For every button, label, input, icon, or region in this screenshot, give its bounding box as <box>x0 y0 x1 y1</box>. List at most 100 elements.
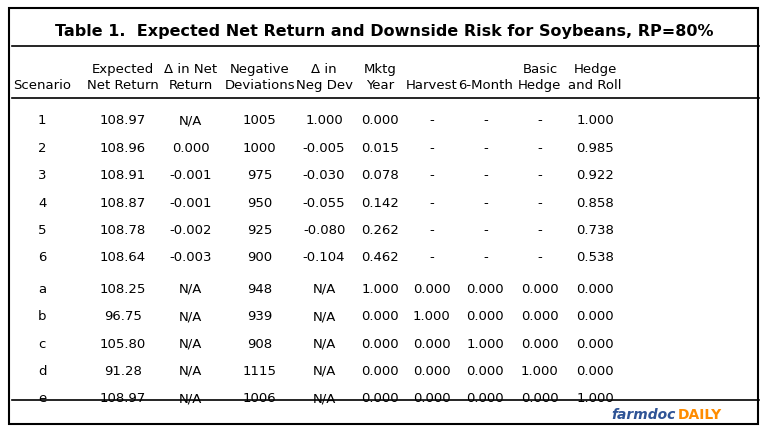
Text: -: - <box>429 251 434 264</box>
Text: 0.000: 0.000 <box>413 282 450 295</box>
Text: 108.78: 108.78 <box>100 224 146 237</box>
Text: -0.005: -0.005 <box>303 141 346 155</box>
Text: Mktg: Mktg <box>364 63 396 76</box>
Text: N/A: N/A <box>179 391 202 404</box>
Text: 108.91: 108.91 <box>100 169 146 182</box>
Text: -0.001: -0.001 <box>169 169 212 182</box>
Text: 0.000: 0.000 <box>467 391 504 404</box>
Text: 3: 3 <box>38 169 47 182</box>
Text: N/A: N/A <box>313 364 336 377</box>
Text: 6-Month: 6-Month <box>458 79 513 92</box>
Text: 950: 950 <box>247 196 272 209</box>
Text: Hedge: Hedge <box>518 79 561 92</box>
Text: 0.538: 0.538 <box>576 251 614 264</box>
Text: 108.96: 108.96 <box>100 141 146 155</box>
Text: 0.000: 0.000 <box>577 282 614 295</box>
Text: -: - <box>429 141 434 155</box>
Text: -: - <box>483 196 488 209</box>
Text: N/A: N/A <box>313 282 336 295</box>
Text: 108.25: 108.25 <box>100 282 146 295</box>
Text: 108.97: 108.97 <box>100 391 146 404</box>
Text: 0.000: 0.000 <box>467 309 504 322</box>
Text: d: d <box>38 364 47 377</box>
Text: -: - <box>538 169 542 182</box>
Text: Basic: Basic <box>522 63 558 76</box>
Text: 0.462: 0.462 <box>361 251 399 264</box>
Text: 96.75: 96.75 <box>104 309 142 322</box>
Text: 91.28: 91.28 <box>104 364 142 377</box>
Text: -: - <box>429 169 434 182</box>
Text: 0.000: 0.000 <box>521 282 558 295</box>
Text: -0.080: -0.080 <box>303 224 346 237</box>
Text: N/A: N/A <box>313 337 336 350</box>
Text: 1005: 1005 <box>243 114 276 127</box>
Text: 0.142: 0.142 <box>361 196 399 209</box>
Text: 0.000: 0.000 <box>362 309 399 322</box>
Text: 1: 1 <box>38 114 47 127</box>
Text: 1.000: 1.000 <box>521 364 559 377</box>
Text: Neg Dev: Neg Dev <box>296 79 353 92</box>
Text: -: - <box>483 224 488 237</box>
Text: 948: 948 <box>247 282 272 295</box>
Text: N/A: N/A <box>179 309 202 322</box>
Text: Expected: Expected <box>91 63 154 76</box>
Text: 939: 939 <box>247 309 272 322</box>
Text: 4: 4 <box>38 196 46 209</box>
Text: Deviations: Deviations <box>224 79 295 92</box>
Text: -: - <box>538 196 542 209</box>
Text: c: c <box>38 337 46 350</box>
Text: Negative: Negative <box>230 63 290 76</box>
Text: e: e <box>38 391 46 404</box>
Text: N/A: N/A <box>313 391 336 404</box>
Text: -0.002: -0.002 <box>169 224 212 237</box>
Text: DAILY: DAILY <box>677 408 722 421</box>
Text: a: a <box>38 282 46 295</box>
Text: -: - <box>483 114 488 127</box>
Text: 1.000: 1.000 <box>576 114 614 127</box>
Text: Harvest: Harvest <box>406 79 458 92</box>
Text: Return: Return <box>168 79 213 92</box>
Text: -: - <box>538 251 542 264</box>
Text: 0.000: 0.000 <box>413 337 450 350</box>
Text: 108.64: 108.64 <box>100 251 146 264</box>
Text: Table 1.  Expected Net Return and Downside Risk for Soybeans, RP=80%: Table 1. Expected Net Return and Downsid… <box>55 24 713 39</box>
Text: -: - <box>429 114 434 127</box>
Text: Δ in Net: Δ in Net <box>164 63 217 76</box>
Text: 0.000: 0.000 <box>172 141 209 155</box>
Text: -0.001: -0.001 <box>169 196 212 209</box>
Text: -: - <box>483 169 488 182</box>
Text: 0.015: 0.015 <box>361 141 399 155</box>
Text: 108.87: 108.87 <box>100 196 146 209</box>
Text: -: - <box>483 251 488 264</box>
Text: N/A: N/A <box>179 337 202 350</box>
Text: -0.055: -0.055 <box>303 196 346 209</box>
Text: N/A: N/A <box>313 309 336 322</box>
Text: Scenario: Scenario <box>13 79 71 92</box>
Text: 0.262: 0.262 <box>361 224 399 237</box>
Text: 1006: 1006 <box>243 391 276 404</box>
Text: -: - <box>538 224 542 237</box>
Text: 1.000: 1.000 <box>305 114 343 127</box>
Text: 0.000: 0.000 <box>413 391 450 404</box>
Text: 0.000: 0.000 <box>362 391 399 404</box>
Text: 0.000: 0.000 <box>577 364 614 377</box>
Text: Year: Year <box>366 79 394 92</box>
Text: -: - <box>538 141 542 155</box>
Text: 0.000: 0.000 <box>521 309 558 322</box>
Text: 1.000: 1.000 <box>466 337 505 350</box>
Text: b: b <box>38 309 47 322</box>
Text: 5: 5 <box>38 224 47 237</box>
Text: 0.000: 0.000 <box>413 364 450 377</box>
Text: farmdoc: farmdoc <box>611 408 676 421</box>
Text: 0.000: 0.000 <box>521 337 558 350</box>
Text: 0.000: 0.000 <box>362 364 399 377</box>
Text: 925: 925 <box>247 224 273 237</box>
Text: N/A: N/A <box>179 114 202 127</box>
Text: 900: 900 <box>247 251 272 264</box>
Text: -: - <box>429 196 434 209</box>
Text: 0.985: 0.985 <box>576 141 614 155</box>
Text: 0.858: 0.858 <box>576 196 614 209</box>
Text: 0.000: 0.000 <box>467 282 504 295</box>
Text: 908: 908 <box>247 337 272 350</box>
Text: -0.030: -0.030 <box>303 169 346 182</box>
